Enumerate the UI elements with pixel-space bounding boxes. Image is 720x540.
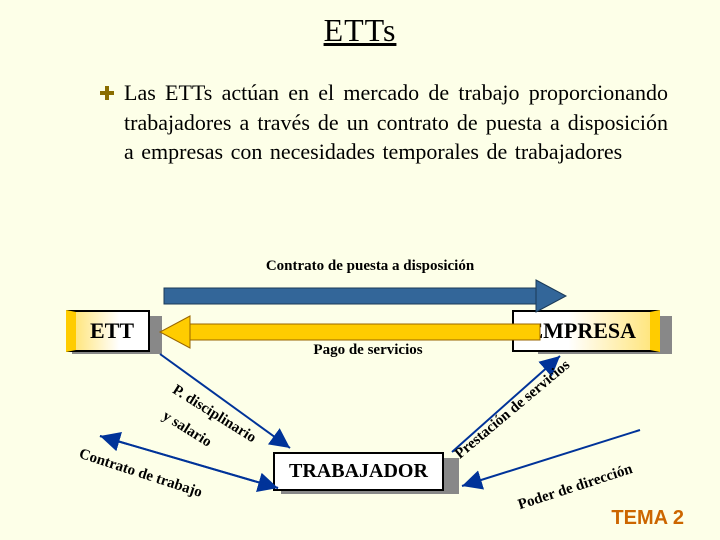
payment-label: Pago de servicios — [288, 342, 448, 359]
ett-node: ETT — [66, 310, 150, 352]
footer-label: TEMA 2 — [611, 507, 684, 530]
body-paragraph: Las ETTs actúan en el mercado de trabajo… — [124, 78, 668, 167]
bullet-icon — [100, 86, 114, 100]
empresa-node: EMPRESA — [512, 310, 660, 352]
label-contrato-trabajo: Contrato de trabajo — [77, 446, 204, 502]
slide: ETTs Las ETTs actúan en el mercado de tr… — [0, 0, 720, 540]
label-prestacion: Prestación de servicios — [452, 357, 574, 463]
trabajador-node: TRABAJADOR — [273, 452, 444, 491]
contract-label: Contrato de puesta a disposición — [250, 258, 490, 275]
slide-title: ETTs — [0, 12, 720, 49]
